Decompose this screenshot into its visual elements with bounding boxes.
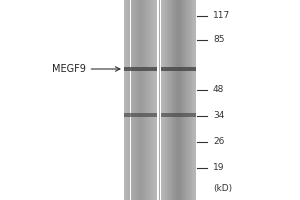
Bar <box>178 0 179 200</box>
Bar <box>163 0 164 200</box>
Bar <box>173 0 174 200</box>
Bar <box>187 0 188 200</box>
Bar <box>142 0 143 200</box>
Bar <box>171 0 172 200</box>
Bar <box>124 0 125 200</box>
Bar <box>135 0 136 200</box>
Bar <box>149 0 150 200</box>
Bar <box>170 0 171 200</box>
Bar <box>141 0 142 200</box>
Bar <box>188 0 189 200</box>
Bar <box>136 0 137 200</box>
Bar <box>164 0 165 200</box>
Text: 117: 117 <box>213 11 230 21</box>
Bar <box>128 0 129 200</box>
Bar <box>182 0 183 200</box>
Bar <box>144 0 145 200</box>
Bar <box>177 0 178 200</box>
Bar <box>174 0 175 200</box>
Bar <box>147 0 148 200</box>
Bar <box>180 0 181 200</box>
Bar <box>175 0 176 200</box>
Bar <box>156 0 157 200</box>
Bar <box>161 0 162 200</box>
Bar <box>127 0 128 200</box>
Bar <box>143 0 144 200</box>
Bar <box>172 0 173 200</box>
Bar <box>154 0 155 200</box>
Bar <box>169 0 170 200</box>
Bar <box>195 0 196 200</box>
Bar <box>124 67 157 71</box>
Bar <box>161 113 196 117</box>
Bar <box>179 0 180 200</box>
Bar <box>190 0 191 200</box>
Text: 34: 34 <box>213 111 224 120</box>
Bar <box>146 0 147 200</box>
Text: MEGF9: MEGF9 <box>52 64 86 74</box>
Text: 85: 85 <box>213 36 224 45</box>
Bar <box>139 0 140 200</box>
Bar <box>194 0 195 200</box>
Bar <box>126 0 127 200</box>
Bar <box>134 0 135 200</box>
Bar <box>181 0 182 200</box>
Bar <box>137 0 138 200</box>
Text: 26: 26 <box>213 138 224 146</box>
Bar <box>155 0 156 200</box>
Bar <box>176 0 177 200</box>
Bar <box>192 0 193 200</box>
Bar <box>186 0 187 200</box>
Bar <box>138 0 139 200</box>
Bar <box>185 0 186 200</box>
Bar <box>165 0 166 200</box>
Bar <box>166 0 167 200</box>
Bar <box>133 0 134 200</box>
Bar <box>130 0 131 200</box>
Bar <box>153 0 154 200</box>
Bar <box>131 0 132 200</box>
Bar <box>132 0 133 200</box>
Bar <box>162 0 163 200</box>
Bar <box>129 0 130 200</box>
Bar <box>184 0 185 200</box>
Bar <box>193 0 194 200</box>
Bar <box>191 0 192 200</box>
Bar <box>148 0 149 200</box>
Text: (kD): (kD) <box>213 184 232 192</box>
Bar <box>124 113 157 117</box>
Bar <box>161 67 196 71</box>
Text: 48: 48 <box>213 85 224 94</box>
Bar <box>151 0 152 200</box>
Bar <box>183 0 184 200</box>
Bar <box>150 0 151 200</box>
Text: 19: 19 <box>213 163 224 172</box>
Bar <box>152 0 153 200</box>
Bar <box>167 0 168 200</box>
Bar <box>140 0 141 200</box>
Bar <box>189 0 190 200</box>
Bar <box>168 0 169 200</box>
